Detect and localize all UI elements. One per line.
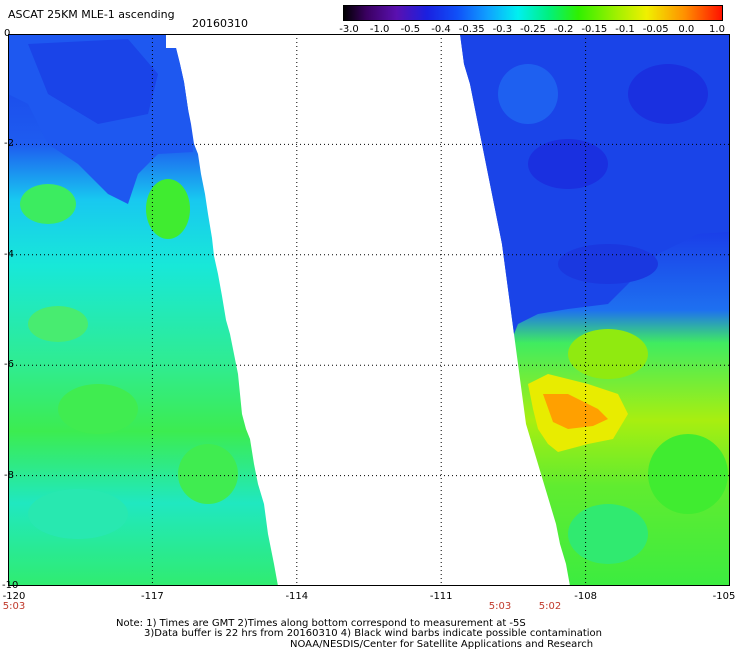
- colorbar-tick-9: -0.1: [615, 24, 635, 35]
- colorbar-tick-10: -0.05: [642, 24, 669, 35]
- time-label-mid-a: 5:03: [488, 601, 512, 612]
- colorbar-tick-1: -1.0: [369, 24, 390, 35]
- lat-label-3: -6: [4, 359, 14, 371]
- right-swath-orange-region: [543, 394, 608, 429]
- lat-label-2: -4: [4, 248, 14, 260]
- colorbar-tick-3: -0.4: [431, 24, 451, 35]
- lon-label-1: -117: [141, 591, 164, 602]
- colorbar-tick-8: -0.15: [581, 24, 608, 35]
- colorbar-tick-6: -0.25: [520, 24, 546, 35]
- lon-label-3: -111: [429, 591, 453, 602]
- lon-label-0: -120: [2, 591, 26, 602]
- colorbar-tick-0: -3.0: [339, 24, 359, 35]
- chart-title: ASCAT 25KM MLE-1 ascending: [8, 8, 175, 21]
- note-line-2: 3)Data buffer is 22 hrs from 20160310 4)…: [144, 628, 602, 639]
- note-line-3: NOAA/NESDIS/Center for Satellite Applica…: [290, 639, 594, 650]
- wind-swath-map: [8, 34, 730, 586]
- lat-label-4: -8: [4, 469, 14, 481]
- colorbar: [343, 5, 723, 21]
- lon-label-4: -108: [574, 591, 597, 602]
- note-line-1: Note: 1) Times are GMT 2)Times along bot…: [116, 618, 526, 629]
- lon-label-2: -114: [285, 591, 309, 602]
- colorbar-tick-12: 1.0: [709, 24, 725, 35]
- colorbar-tick-5: -0.3: [492, 24, 513, 35]
- colorbar-tick-11: 0.0: [678, 24, 695, 35]
- lat-label-1: -2: [4, 138, 14, 150]
- time-label-mid-b: 5:02: [538, 601, 562, 612]
- lat-label-5: -10: [2, 580, 19, 591]
- chart-date: 20160310: [192, 17, 248, 30]
- colorbar-tick-7: -0.2: [553, 24, 574, 35]
- colorbar-tick-2: -0.5: [400, 24, 421, 35]
- lon-label-5: -105: [712, 591, 736, 602]
- lat-label-0: 0: [4, 28, 11, 39]
- colorbar-tick-4: -0.35: [458, 24, 485, 35]
- time-label-left: 5:03: [2, 601, 26, 612]
